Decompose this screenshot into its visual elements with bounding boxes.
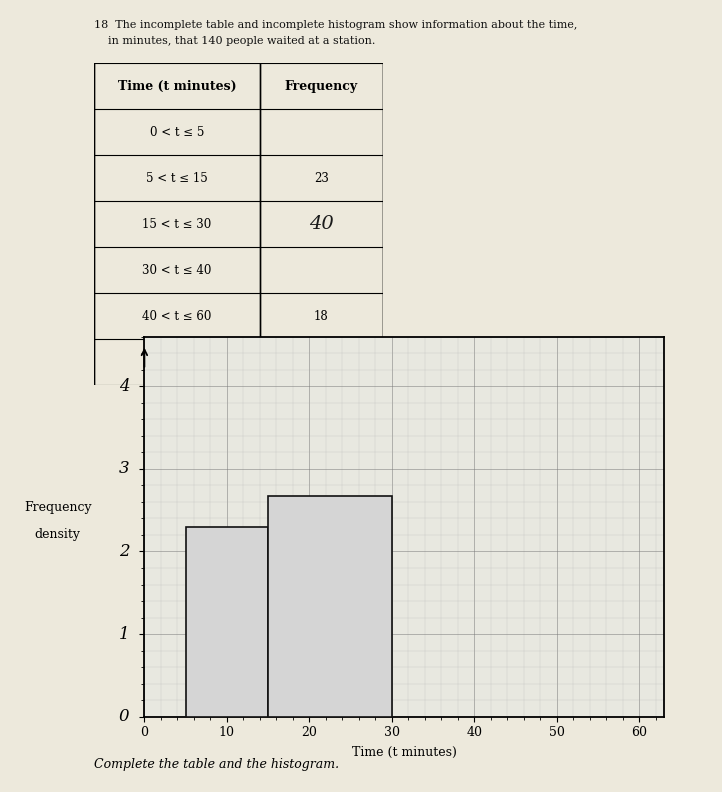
X-axis label: Time (t minutes): Time (t minutes) [352,746,457,760]
Text: 40: 40 [309,215,334,233]
Text: 0: 0 [119,708,129,725]
Bar [268,497,392,717]
Text: 5 < t ≤ 15: 5 < t ≤ 15 [146,172,208,185]
Text: Frequency: Frequency [24,501,92,514]
Bar [186,527,268,717]
Text: 2: 2 [119,543,129,560]
Text: 18: 18 [314,310,329,322]
Text: 18  The incomplete table and incomplete histogram show information about the tim: 18 The incomplete table and incomplete h… [94,20,577,30]
Text: 23: 23 [314,172,329,185]
Text: Frequency: Frequency [284,80,358,93]
Text: 1: 1 [119,626,129,642]
Text: in minutes, that 140 people waited at a station.: in minutes, that 140 people waited at a … [94,36,375,47]
Text: Time (t minutes): Time (t minutes) [118,80,236,93]
Text: 14: 14 [314,356,329,368]
Text: 40 < t ≤ 60: 40 < t ≤ 60 [142,310,212,322]
Text: Complete the table and the histogram.: Complete the table and the histogram. [94,758,339,771]
Text: 4: 4 [119,378,129,394]
Text: density: density [35,527,81,541]
Text: 15 < t ≤ 30: 15 < t ≤ 30 [142,218,212,230]
Text: 30 < t ≤ 40: 30 < t ≤ 40 [142,264,212,276]
Text: 0 < t ≤ 5: 0 < t ≤ 5 [149,126,204,139]
Text: 3: 3 [119,460,129,478]
